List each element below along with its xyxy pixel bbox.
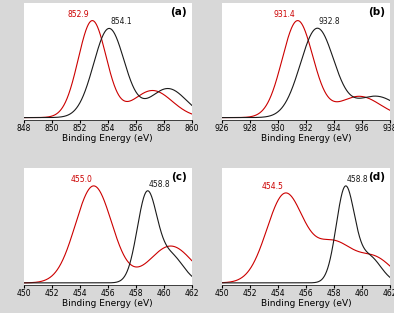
Text: (d): (d) — [368, 172, 385, 182]
X-axis label: Binding Energy (eV): Binding Energy (eV) — [261, 134, 351, 143]
Text: 931.4: 931.4 — [273, 10, 295, 19]
Text: 852.9: 852.9 — [68, 10, 89, 19]
Text: (b): (b) — [368, 7, 385, 17]
Text: 854.1: 854.1 — [110, 18, 132, 27]
Text: (c): (c) — [171, 172, 187, 182]
Text: (a): (a) — [170, 7, 187, 17]
X-axis label: Binding Energy (eV): Binding Energy (eV) — [62, 300, 153, 308]
X-axis label: Binding Energy (eV): Binding Energy (eV) — [261, 300, 351, 308]
X-axis label: Binding Energy (eV): Binding Energy (eV) — [62, 134, 153, 143]
Text: 458.8: 458.8 — [148, 180, 170, 189]
Text: 454.5: 454.5 — [262, 182, 284, 191]
Text: 932.8: 932.8 — [319, 17, 340, 26]
Text: 458.8: 458.8 — [347, 175, 368, 184]
Text: 455.0: 455.0 — [71, 175, 92, 184]
